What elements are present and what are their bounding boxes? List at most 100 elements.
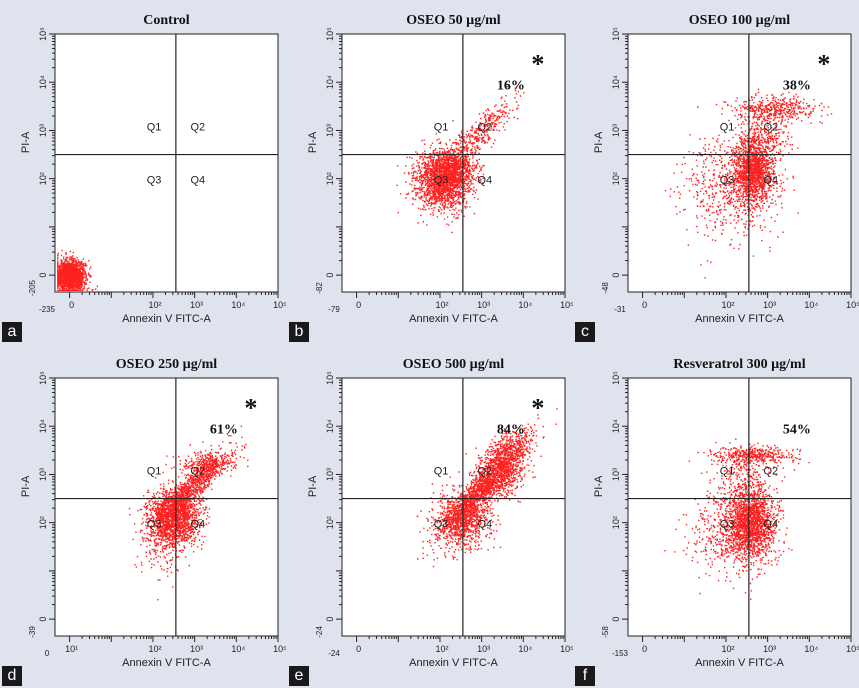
x-tick-label: 10⁴ (518, 644, 532, 654)
x-tick-label: 10⁴ (804, 300, 818, 310)
x-tick-label: 0 (356, 300, 361, 310)
y-min-label: -24 (315, 626, 324, 638)
y-tick-label: 10³ (611, 124, 621, 137)
y-tick-label: 0 (38, 273, 48, 278)
x-tick-label: 10² (721, 644, 734, 654)
x-min-label: -79 (328, 305, 340, 314)
x-tick-label: 0 (642, 644, 647, 654)
y-tick-label: 0 (325, 617, 335, 622)
chart-title: Resveratrol 300 µg/ml (673, 357, 805, 372)
x-tick-label: 10⁵ (846, 300, 859, 310)
quadrant-label: Q1 (434, 121, 449, 133)
panel-letter: d (2, 666, 22, 686)
y-tick-label: 0 (611, 273, 621, 278)
panel-f: Resveratrol 300 µg/ml Q1 Q2 Q3 Q4 0 10² 10³ 10⁴ 1… (573, 344, 859, 688)
y-tick-label: 10² (38, 516, 48, 529)
event-dots (396, 85, 525, 234)
x-tick-label: 10³ (477, 300, 490, 310)
quadrant-label: Q2 (477, 465, 492, 477)
x-min-label: -153 (612, 649, 629, 658)
y-min-label: -48 (601, 282, 610, 294)
y-tick-label: 10⁵ (611, 27, 621, 41)
x-tick-label: 10³ (477, 644, 490, 654)
x-tick-label: 0 (69, 300, 74, 310)
x-tick-label: 10⁵ (560, 644, 573, 654)
event-dot-cloud (664, 438, 810, 600)
y-tick-label: 10⁴ (38, 75, 48, 89)
y-min-label: -82 (315, 282, 324, 294)
panel-a: Control Q1 Q2 Q3 Q4 0 10² 10³ 10⁴ 10⁵ 0 10² 10³ 10⁴ 10… (0, 0, 286, 344)
x-tick-label: 10⁵ (273, 644, 286, 654)
chart-title: OSEO 500 µg/ml (403, 357, 505, 372)
y-tick-label: 10⁴ (325, 419, 335, 433)
quadrant-label: Q2 (763, 465, 778, 477)
y-axis-ticks (622, 33, 628, 276)
quadrant-label: Q4 (477, 518, 492, 530)
chart-title: OSEO 50 µg/ml (406, 13, 501, 28)
event-dot-cloud (416, 408, 558, 568)
panel-d: OSEO 250 µg/ml Q1 Q2 Q3 Q4 10¹ 10² 10³ 10⁴ 10⁵ 0 10… (0, 344, 286, 688)
panel-c: OSEO 100 µg/ml Q1 Q2 Q3 Q4 0 10² 10³ 10⁴ 10⁵ 0 10² 1… (573, 0, 859, 344)
y-min-label: -58 (601, 626, 610, 638)
x-min-label: -24 (328, 649, 340, 658)
x-tick-label: 10² (435, 644, 448, 654)
y-tick-label: 0 (611, 617, 621, 622)
x-axis-label: Annexin V FITC-A (409, 313, 498, 325)
percentage-annotation: 54% (783, 422, 811, 437)
x-axis-label: Annexin V FITC-A (695, 313, 784, 325)
y-axis-ticks (336, 33, 342, 276)
scatter-plot-c: OSEO 100 µg/ml Q1 Q2 Q3 Q4 0 10² 10³ 10⁴ 10⁵ 0 10² 1… (593, 13, 859, 325)
x-axis-ticks (356, 636, 566, 642)
quadrant-label: Q1 (147, 465, 162, 477)
panel-letter: a (2, 322, 22, 342)
y-tick-label: 0 (325, 273, 335, 278)
percentage-annotation: 16% (497, 78, 525, 93)
x-tick-label: 10² (148, 644, 161, 654)
quadrant-label: Q1 (720, 465, 735, 477)
y-tick-label: 10³ (38, 468, 48, 481)
x-axis-ticks (69, 636, 279, 642)
x-axis-label: Annexin V FITC-A (409, 657, 498, 669)
scatter-plot-f: Resveratrol 300 µg/ml Q1 Q2 Q3 Q4 0 10² 10³ 10⁴ 1… (593, 357, 859, 669)
quadrant-label: Q4 (477, 174, 492, 186)
scatter-plot-d: OSEO 250 µg/ml Q1 Q2 Q3 Q4 10¹ 10² 10³ 10⁴ 10⁵ 0 10… (20, 357, 286, 669)
y-tick-label: 10³ (325, 124, 335, 137)
quadrant-label: Q3 (147, 174, 162, 186)
x-axis-ticks (356, 292, 566, 298)
y-tick-label: 10⁵ (38, 27, 48, 41)
y-tick-label: 10⁴ (38, 419, 48, 433)
y-tick-label: 10³ (38, 124, 48, 137)
y-tick-label: 10² (325, 172, 335, 185)
significance-star: * (531, 394, 544, 423)
y-tick-label: 10⁵ (38, 371, 48, 385)
plot-area (54, 33, 279, 293)
y-tick-label: 10² (325, 516, 335, 529)
y-tick-label: 10² (611, 172, 621, 185)
chart-title: OSEO 100 µg/ml (689, 13, 791, 28)
y-min-label: -39 (28, 626, 37, 638)
y-tick-label: 0 (38, 617, 48, 622)
x-tick-label: 10⁵ (560, 300, 573, 310)
x-axis-ticks (642, 636, 852, 642)
x-tick-label: 0 (642, 300, 647, 310)
panel-b: OSEO 50 µg/ml Q1 Q2 Q3 Q4 0 10² 10³ 10⁴ 10⁵ 0 10² 10… (287, 0, 573, 344)
y-tick-label: 10³ (611, 468, 621, 481)
y-tick-label: 10² (38, 172, 48, 185)
y-tick-label: 10³ (325, 468, 335, 481)
y-axis-ticks (49, 33, 55, 276)
y-axis-label: PI-A (593, 131, 605, 153)
quadrant-label: Q4 (190, 174, 205, 186)
scatter-plot-a: Control Q1 Q2 Q3 Q4 0 10² 10³ 10⁴ 10⁵ 0 10² 10³ 10⁴ 10… (20, 13, 286, 325)
significance-star: * (531, 50, 544, 79)
x-min-label: -31 (614, 305, 626, 314)
y-axis-ticks (622, 377, 628, 620)
quadrant-label: Q4 (190, 518, 205, 530)
x-tick-label: 10³ (763, 300, 776, 310)
y-tick-label: 10⁴ (325, 75, 335, 89)
x-tick-label: 10⁵ (273, 300, 286, 310)
quadrant-label: Q3 (434, 518, 449, 530)
x-tick-label: 10² (721, 300, 734, 310)
chart-title: Control (143, 13, 190, 28)
x-tick-label: 10² (148, 300, 161, 310)
quadrant-label: Q1 (147, 121, 162, 133)
